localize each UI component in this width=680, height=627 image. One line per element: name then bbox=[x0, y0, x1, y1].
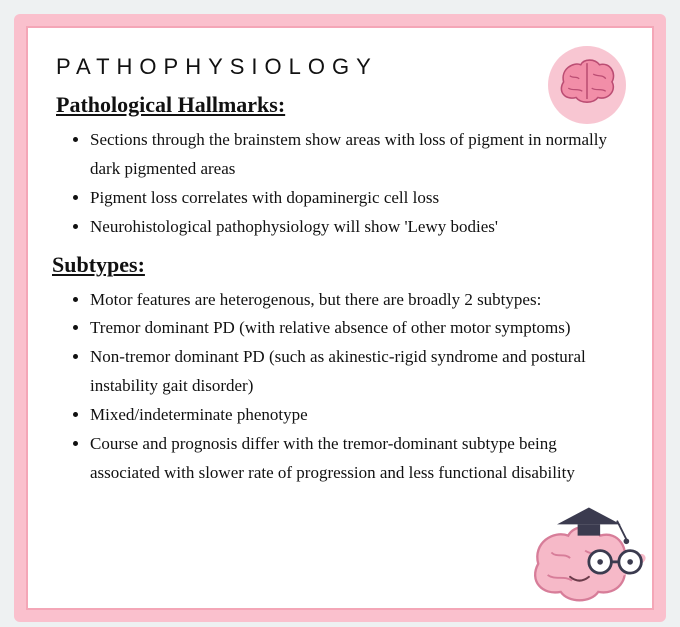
list-item: Tremor dominant PD (with relative absenc… bbox=[90, 314, 624, 343]
subtypes-list: Motor features are heterogenous, but the… bbox=[56, 286, 624, 488]
subtypes-heading: Subtypes: bbox=[52, 252, 624, 278]
graduate-brain-icon bbox=[512, 470, 662, 620]
hallmarks-list: Sections through the brainstem show area… bbox=[56, 126, 624, 242]
inner-card: PATHOPHYSIOLOGY Pathological Hallmarks: … bbox=[26, 26, 654, 610]
list-item: Course and prognosis differ with the tre… bbox=[90, 430, 624, 488]
list-item: Sections through the brainstem show area… bbox=[90, 126, 624, 184]
list-item: Neurohistological pathophysiology will s… bbox=[90, 213, 624, 242]
outer-card: PATHOPHYSIOLOGY Pathological Hallmarks: … bbox=[14, 14, 666, 622]
list-item: Motor features are heterogenous, but the… bbox=[90, 286, 624, 315]
list-item: Pigment loss correlates with dopaminergi… bbox=[90, 184, 624, 213]
list-item: Mixed/indeterminate phenotype bbox=[90, 401, 624, 430]
list-item: Non-tremor dominant PD (such as akinesti… bbox=[90, 343, 624, 401]
brain-icon bbox=[548, 46, 626, 124]
page-title: PATHOPHYSIOLOGY bbox=[56, 54, 624, 80]
hallmarks-heading: Pathological Hallmarks: bbox=[56, 92, 624, 118]
